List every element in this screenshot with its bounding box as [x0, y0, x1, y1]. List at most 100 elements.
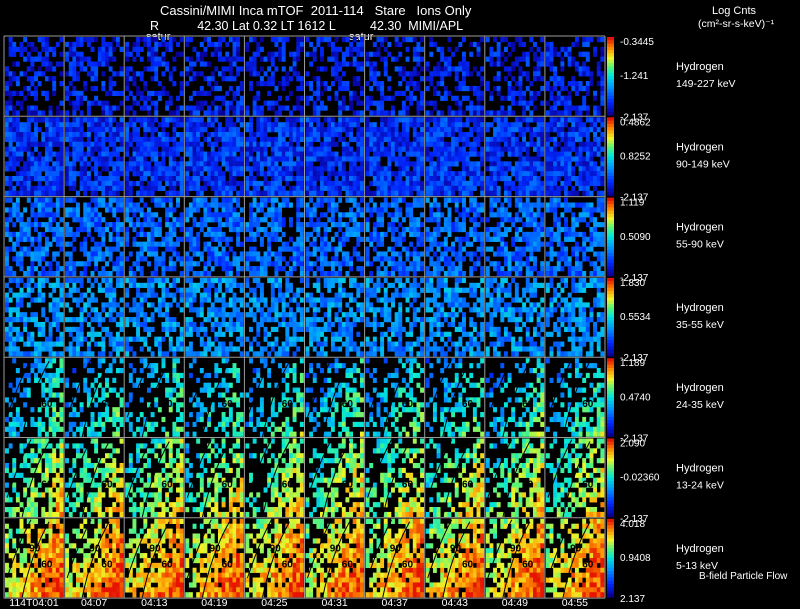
heatmap-pixel: [383, 131, 388, 138]
heatmap-pixel: [560, 180, 565, 187]
heatmap-pixel: [429, 202, 434, 208]
heatmap-pixel: [496, 185, 501, 191]
heatmap-pixel: [239, 100, 244, 106]
heatmap-pixel: [465, 117, 470, 123]
heatmap-pixel: [185, 66, 190, 72]
heatmap-pixel: [128, 161, 133, 167]
heatmap-pixel: [518, 131, 523, 138]
heatmap-pixel: [179, 271, 184, 277]
heatmap-pixel: [440, 122, 445, 128]
heatmap-pixel: [236, 156, 241, 162]
heatmap-pixel: [436, 207, 441, 213]
heatmap-pixel: [369, 85, 374, 92]
heatmap-pixel: [108, 185, 113, 191]
heatmap-pixel: [132, 241, 137, 247]
heatmap-pixel: [447, 90, 452, 97]
heatmap-pixel: [387, 95, 392, 101]
heatmap-pixel: [432, 251, 437, 257]
heatmap-pixel: [185, 261, 190, 267]
heatmap-pixel: [188, 202, 193, 208]
heatmap-pixel: [436, 226, 441, 233]
heatmap-pixel: [79, 95, 84, 101]
heatmap-pixel: [249, 180, 253, 187]
heatmap-pixel: [341, 251, 346, 257]
heatmap-pixel: [525, 151, 530, 157]
heatmap-pixel: [259, 261, 264, 267]
heatmap-pixel: [578, 166, 583, 172]
heatmap-pixel: [154, 117, 159, 123]
heatmap-pixel: [185, 236, 190, 242]
heatmap-pixel: [469, 176, 474, 182]
heatmap-pixel: [196, 236, 201, 242]
heatmap-pixel: [330, 256, 335, 262]
heatmap-pixel: [179, 37, 184, 43]
heatmap-pixel: [409, 226, 414, 233]
heatmap-pixel: [119, 127, 124, 133]
heatmap-pixel: [72, 261, 77, 267]
heatmap-pixel: [256, 41, 261, 48]
heatmap-pixel: [476, 207, 481, 213]
heatmap-pixel: [239, 110, 244, 116]
heatmap-pixel: [228, 76, 233, 82]
heatmap-pixel: [157, 166, 162, 172]
heatmap-pixel: [585, 136, 590, 143]
heatmap-pixel: [75, 261, 80, 267]
heatmap-pixel: [574, 151, 579, 157]
heatmap-pixel: [101, 51, 106, 57]
heatmap-pixel: [405, 226, 410, 233]
heatmap-pixel: [369, 141, 374, 147]
heatmap-pixel: [26, 176, 31, 182]
heatmap-pixel: [150, 217, 155, 223]
heatmap-pixel: [97, 251, 102, 257]
heatmap-pixel: [567, 51, 572, 57]
heatmap-pixel: [412, 166, 417, 172]
heatmap-pixel: [436, 156, 441, 162]
heatmap-pixel: [239, 226, 244, 233]
heatmap-pixel: [376, 171, 381, 177]
heatmap-pixel: [270, 76, 275, 82]
heatmap-pixel: [37, 256, 42, 262]
heatmap-pixel: [472, 117, 477, 123]
heatmap-pixel: [345, 261, 350, 267]
heatmap-pixel: [221, 71, 226, 77]
heatmap-pixel: [125, 56, 130, 62]
heatmap-pixel: [44, 207, 49, 213]
heatmap-pixel: [296, 246, 301, 252]
heatmap-pixel: [507, 41, 512, 48]
heatmap-pixel: [462, 85, 466, 92]
heatmap-pixel: [596, 176, 601, 182]
heatmap-pixel: [90, 236, 95, 242]
heatmap-pixel: [503, 176, 508, 182]
heatmap-pixel: [553, 66, 558, 72]
heatmap-pixel: [391, 131, 395, 138]
heatmap-pixel: [398, 212, 403, 218]
heatmap-pixel: [533, 236, 537, 242]
heatmap-pixel: [232, 131, 237, 138]
heatmap-pixel: [37, 180, 42, 187]
heatmap-pixel: [232, 185, 237, 191]
heatmap-pixel: [108, 180, 113, 187]
heatmap-pixel: [132, 226, 137, 233]
heatmap-pixel: [440, 141, 445, 147]
heatmap-pixel: [139, 212, 144, 218]
heatmap-pixel: [514, 185, 519, 191]
heatmap-pixel: [136, 127, 141, 133]
heatmap-pixel: [259, 241, 264, 247]
heatmap-pixel: [232, 110, 237, 116]
heatmap-pixel: [493, 197, 497, 203]
heatmap-pixel: [578, 51, 583, 57]
heatmap-pixel: [115, 156, 120, 162]
heatmap-pixel: [105, 122, 109, 128]
heatmap-pixel: [485, 136, 490, 143]
heatmap-pixel: [150, 37, 155, 43]
heatmap-pixel: [75, 105, 80, 111]
heatmap-pixel: [372, 156, 377, 162]
heatmap-pixel: [68, 100, 73, 106]
heatmap-pixel: [394, 197, 399, 203]
heatmap-pixel: [41, 41, 46, 48]
heatmap-pixel: [436, 131, 441, 138]
heatmap-pixel: [128, 76, 133, 82]
heatmap-pixel: [489, 166, 494, 172]
heatmap-pixel: [493, 236, 497, 242]
heatmap-pixel: [161, 136, 166, 143]
